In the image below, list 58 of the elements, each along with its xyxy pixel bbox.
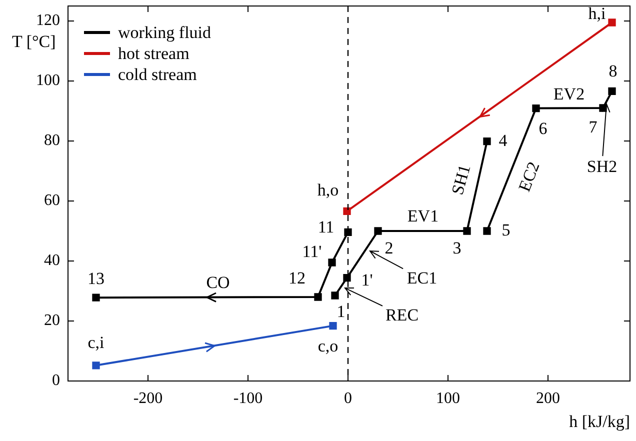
annotation: 1' <box>361 270 373 290</box>
x-axis-title: h [kJ/kg] <box>569 412 630 432</box>
annotation: 4 <box>498 130 508 150</box>
y-tick-label: 120 <box>36 12 60 30</box>
annotation: 7 <box>588 117 598 136</box>
point <box>344 228 352 236</box>
point <box>608 18 616 26</box>
annotation: c,i <box>88 332 105 352</box>
annotation: h,i <box>588 4 606 23</box>
point <box>463 227 471 235</box>
y-tick-label: 60 <box>44 192 60 210</box>
x-tick-label: -100 <box>233 390 263 407</box>
y-tick-label: 0 <box>52 372 60 390</box>
x-tick-label: -200 <box>133 390 163 407</box>
annotation: 8 <box>608 62 618 81</box>
annotation: 2 <box>384 238 394 258</box>
point <box>331 292 339 300</box>
y-axis-title: T [°C] <box>12 32 56 52</box>
annotation: 6 <box>538 118 548 138</box>
point <box>329 322 337 330</box>
annotation: SH2 <box>586 157 618 176</box>
point <box>314 293 322 301</box>
annotation: 3 <box>452 238 462 258</box>
point <box>374 227 382 235</box>
point <box>343 207 351 216</box>
annotation: c,o <box>318 336 338 356</box>
point <box>483 227 491 235</box>
y-tick-label: 20 <box>44 312 60 330</box>
annotation: 13 <box>88 269 104 288</box>
annotation: SH1 <box>448 162 474 197</box>
annotation: EV2 <box>553 84 585 104</box>
point <box>328 258 336 266</box>
point <box>343 274 351 282</box>
annotation: EC1 <box>406 268 438 288</box>
annotation: EV1 <box>407 206 439 226</box>
legend-label: hot stream <box>118 43 190 64</box>
point <box>532 104 540 112</box>
annotation: 11 <box>318 218 334 237</box>
x-tick-label: 200 <box>536 390 560 407</box>
x-tick-label: 100 <box>436 390 460 407</box>
x-tick-label: 0 <box>344 390 352 407</box>
y-tick-label: 40 <box>44 252 60 270</box>
y-tick-label: 80 <box>44 132 60 150</box>
annotation: REC <box>385 305 419 324</box>
point <box>92 294 100 302</box>
point <box>608 87 616 96</box>
annotation: 11' <box>302 242 322 261</box>
annotation: CO <box>206 272 230 292</box>
annotation: 12 <box>288 268 306 288</box>
legend-label: working fluid <box>118 22 212 43</box>
point <box>92 362 100 370</box>
annotation: h,o <box>317 180 339 200</box>
annotation: 5 <box>502 220 510 240</box>
y-tick-label: 100 <box>36 72 60 90</box>
point <box>483 137 491 146</box>
annotation: EC2 <box>514 159 544 194</box>
legend-label: cold stream <box>118 64 197 85</box>
annotation: 1 <box>336 302 346 321</box>
